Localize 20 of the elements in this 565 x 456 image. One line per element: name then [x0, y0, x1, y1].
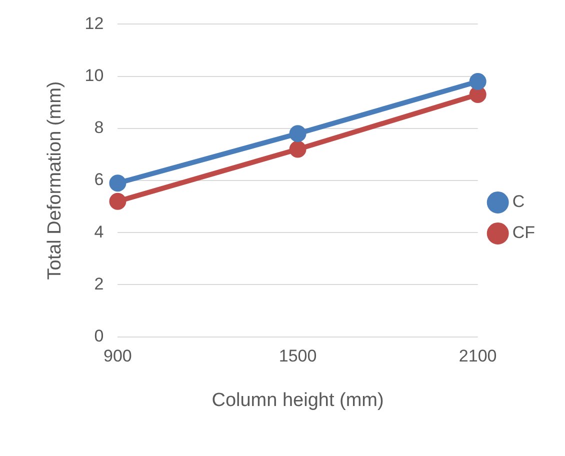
x-axis-title: Column height (mm)	[212, 390, 384, 411]
y-tick-label: 8	[94, 118, 104, 138]
y-tick-label: 4	[94, 222, 104, 242]
y-tick-label: 2	[94, 274, 104, 294]
point	[109, 174, 126, 192]
x-tick-label: 1500	[278, 346, 317, 366]
y-tick-label: 10	[84, 66, 104, 85]
legend-label: CF	[512, 223, 536, 242]
point	[289, 125, 306, 142]
y-tick-label: 0	[94, 326, 104, 346]
legend-label: C	[512, 192, 525, 212]
y-tick-label: 6	[94, 170, 104, 190]
point	[469, 73, 486, 90]
point	[469, 86, 486, 104]
x-tick-label: 900	[104, 346, 132, 366]
x-tick-label: 2100	[458, 346, 497, 366]
point	[109, 192, 126, 210]
y-axis-title: Total Deformation (mm)	[44, 81, 66, 280]
point	[289, 140, 306, 158]
y-tick-label: 12	[84, 14, 104, 33]
